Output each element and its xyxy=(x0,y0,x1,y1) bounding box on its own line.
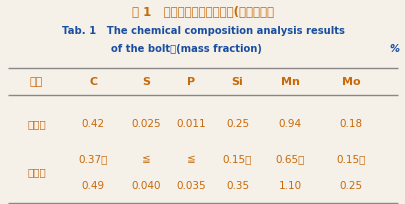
Text: Mn: Mn xyxy=(280,76,299,87)
Text: Mo: Mo xyxy=(341,76,360,87)
Text: 0.18: 0.18 xyxy=(339,119,362,130)
Text: 标准値: 标准値 xyxy=(27,167,46,177)
Text: 0.25: 0.25 xyxy=(226,119,248,130)
Text: 实测値: 实测値 xyxy=(27,119,46,130)
Text: 表 1   螺栓化学成分分析结果(质量分数）: 表 1 螺栓化学成分分析结果(质量分数） xyxy=(132,6,273,19)
Text: 0.011: 0.011 xyxy=(176,119,205,130)
Text: 0.49: 0.49 xyxy=(82,181,104,191)
Text: ≦: ≦ xyxy=(186,154,195,164)
Text: 0.035: 0.035 xyxy=(176,181,205,191)
Text: ≦: ≦ xyxy=(141,154,150,164)
Text: Si: Si xyxy=(231,76,243,87)
Text: P: P xyxy=(186,76,194,87)
Text: 0.42: 0.42 xyxy=(82,119,104,130)
Text: of the bolt　(mass fraction): of the bolt (mass fraction) xyxy=(111,44,262,54)
Text: S: S xyxy=(142,76,150,87)
Text: 0.37～: 0.37～ xyxy=(79,154,108,164)
Text: 0.15～: 0.15～ xyxy=(222,154,252,164)
Text: 0.94: 0.94 xyxy=(278,119,301,130)
Text: 0.15～: 0.15～ xyxy=(336,154,365,164)
Text: 1.10: 1.10 xyxy=(278,181,301,191)
Text: 0.025: 0.025 xyxy=(131,119,160,130)
Text: 0.040: 0.040 xyxy=(131,181,160,191)
Text: C: C xyxy=(89,76,97,87)
Text: 0.65～: 0.65～ xyxy=(275,154,304,164)
Text: %: % xyxy=(389,44,399,54)
Text: Tab. 1   The chemical composition analysis results: Tab. 1 The chemical composition analysis… xyxy=(62,26,343,35)
Text: 0.25: 0.25 xyxy=(339,181,362,191)
Text: 项目: 项目 xyxy=(30,76,43,87)
Text: 0.35: 0.35 xyxy=(226,181,248,191)
